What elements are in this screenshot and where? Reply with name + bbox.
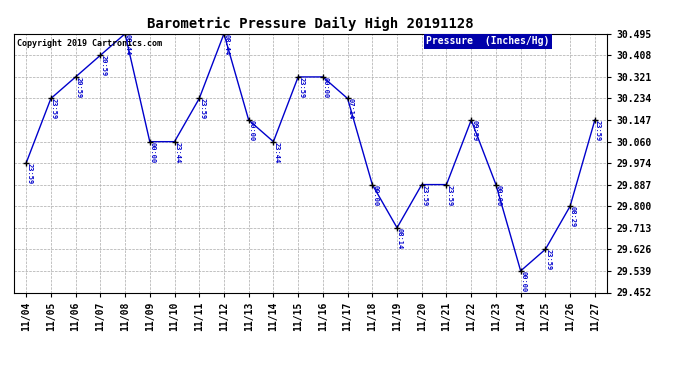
Text: 23:44: 23:44 (175, 142, 181, 163)
Text: 20:59: 20:59 (100, 56, 106, 76)
Text: 00:00: 00:00 (496, 184, 502, 206)
Text: 23:59: 23:59 (199, 99, 205, 120)
Text: 23:59: 23:59 (545, 249, 551, 271)
Text: 23:59: 23:59 (446, 184, 453, 206)
Text: 08:44: 08:44 (125, 34, 131, 55)
Text: 00:00: 00:00 (373, 184, 378, 206)
Text: 08:44: 08:44 (224, 34, 230, 55)
Text: 08:29: 08:29 (570, 206, 576, 227)
Text: 23:59: 23:59 (595, 120, 601, 141)
Text: 23:44: 23:44 (273, 142, 279, 163)
Text: 09:59: 09:59 (471, 120, 477, 141)
Text: 20:59: 20:59 (76, 77, 81, 98)
Text: 23:59: 23:59 (51, 99, 57, 120)
Text: 08:14: 08:14 (397, 228, 403, 249)
Text: 00:00: 00:00 (323, 77, 329, 98)
Text: 00:00: 00:00 (150, 142, 156, 163)
Text: 00:00: 00:00 (521, 271, 526, 292)
Text: 23:59: 23:59 (26, 163, 32, 184)
Text: 23:59: 23:59 (422, 184, 428, 206)
Text: Pressure  (Inches/Hg): Pressure (Inches/Hg) (426, 36, 550, 46)
Title: Barometric Pressure Daily High 20191128: Barometric Pressure Daily High 20191128 (147, 17, 474, 31)
Text: 07:14: 07:14 (348, 99, 353, 120)
Text: 00:00: 00:00 (248, 120, 255, 141)
Text: Copyright 2019 Cartronics.com: Copyright 2019 Cartronics.com (17, 39, 161, 48)
Text: 23:59: 23:59 (298, 77, 304, 98)
